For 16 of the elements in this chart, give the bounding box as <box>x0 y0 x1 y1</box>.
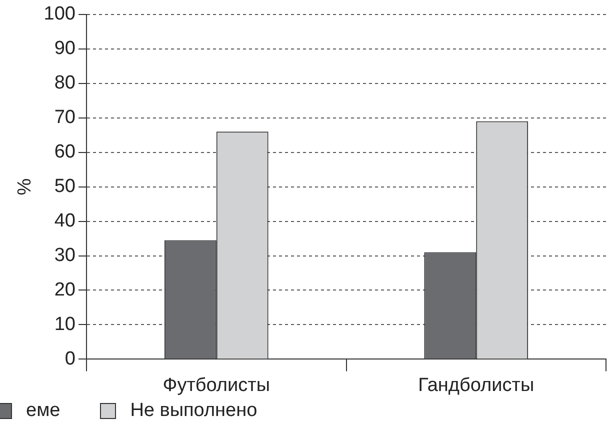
y-tick-label: 100 <box>44 4 76 25</box>
x-tick-label: Футболисты <box>162 374 270 396</box>
y-tick-label: 40 <box>54 210 76 232</box>
y-axis-title: % <box>14 178 36 196</box>
y-tick-label: 60 <box>54 142 76 163</box>
y-tick-label: 90 <box>54 38 76 60</box>
y-tick-label: 20 <box>54 279 76 300</box>
y-tick-label: 10 <box>54 314 76 335</box>
x-tick-label: Гандболисты <box>418 374 534 396</box>
y-tick-label: 70 <box>54 107 76 128</box>
y-tick-label: 30 <box>54 244 76 266</box>
legend-label: еме <box>26 400 60 422</box>
legend-label: Не выполнено <box>130 400 258 422</box>
y-tick-label: 80 <box>54 72 76 94</box>
y-tick-label: 50 <box>54 176 76 198</box>
y-tick-label: 0 <box>64 348 76 370</box>
